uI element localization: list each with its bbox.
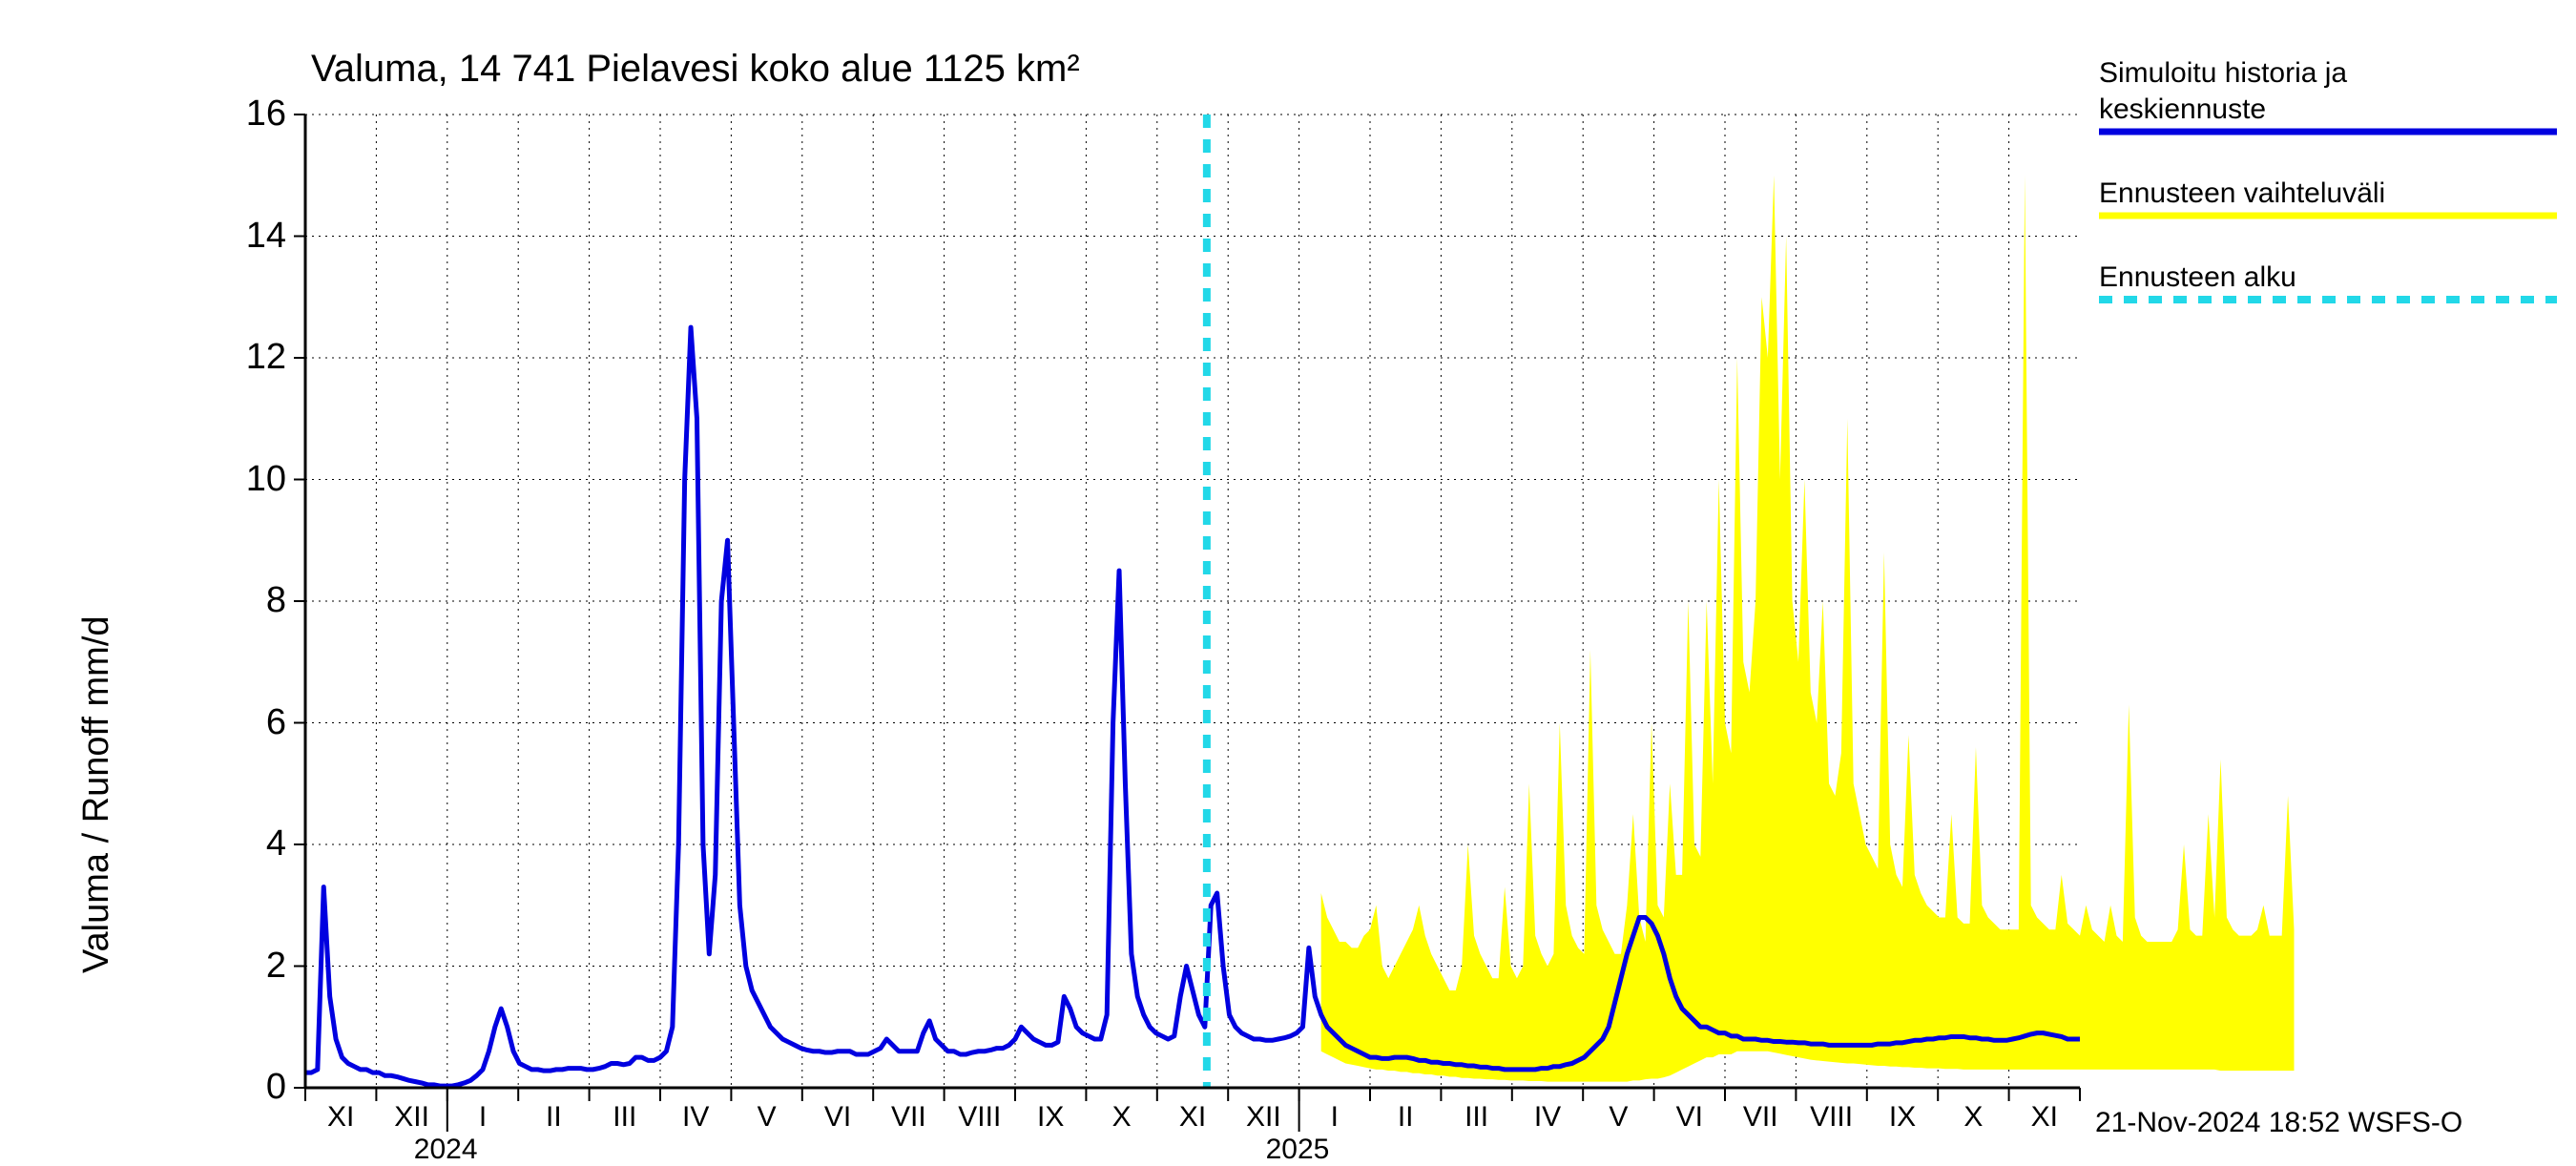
x-tick-label: VI [809,1101,866,1134]
x-tick-label: X [1093,1101,1151,1134]
x-tick-label: XI [312,1101,369,1134]
chart-footer: 21-Nov-2024 18:52 WSFS-O [2095,1107,2462,1139]
x-year-label: 2024 [414,1134,478,1166]
x-tick-label: I [454,1101,511,1134]
x-tick-label: VI [1661,1101,1718,1134]
y-tick-label: 4 [210,823,286,864]
x-tick-label: X [1944,1101,2002,1134]
runoff-chart-svg [0,0,2576,1145]
x-tick-label: II [525,1101,582,1134]
x-tick-label: V [738,1101,796,1134]
x-year-label: 2025 [1266,1134,1330,1166]
x-tick-label: XII [1235,1101,1292,1134]
y-tick-label: 8 [210,580,286,621]
x-tick-label: III [596,1101,654,1134]
y-tick-label: 0 [210,1067,286,1108]
legend-item-1b: keskiennuste [2099,94,2266,126]
x-tick-label: IX [1874,1101,1931,1134]
y-tick-label: 2 [210,946,286,987]
y-tick-label: 12 [210,337,286,378]
x-tick-label: IV [1519,1101,1576,1134]
x-tick-label: XI [2016,1101,2073,1134]
x-tick-label: VIII [951,1101,1008,1134]
x-tick-label: VII [1732,1101,1789,1134]
x-tick-label: VII [880,1101,937,1134]
x-tick-label: I [1306,1101,1363,1134]
y-tick-label: 16 [210,94,286,135]
y-tick-label: 10 [210,459,286,500]
chart-container: { "chart": { "type": "line_with_band", "… [0,0,2576,1145]
x-tick-label: IX [1022,1101,1079,1134]
forecast-band [1321,176,2295,1082]
y-tick-label: 6 [210,702,286,743]
x-tick-label: XI [1164,1101,1221,1134]
chart-title: Valuma, 14 741 Pielavesi koko alue 1125 … [311,48,1080,91]
legend-item-1a: Simuloitu historia ja [2099,57,2347,90]
x-tick-label: III [1448,1101,1506,1134]
y-axis-label: Valuma / Runoff mm/d [76,615,117,973]
x-tick-label: V [1589,1101,1647,1134]
y-tick-label: 14 [210,216,286,257]
x-tick-label: VIII [1803,1101,1860,1134]
x-tick-label: XII [384,1101,441,1134]
x-tick-label: IV [667,1101,724,1134]
x-tick-label: II [1377,1101,1434,1134]
legend-item-2: Ennusteen vaihteluväli [2099,177,2385,210]
legend-item-3: Ennusteen alku [2099,261,2296,294]
